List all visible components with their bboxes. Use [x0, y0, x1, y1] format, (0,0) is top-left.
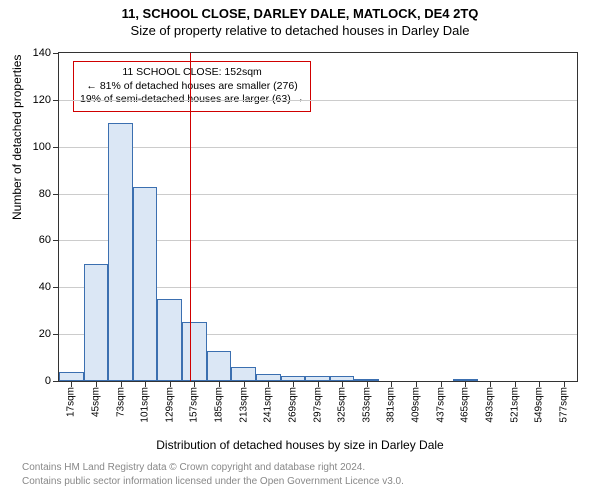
histogram-bar	[108, 123, 133, 381]
x-tick-label: 521sqm	[509, 387, 520, 423]
callout-line2: ← 81% of detached houses are smaller (27…	[80, 80, 304, 94]
chart-title: 11, SCHOOL CLOSE, DARLEY DALE, MATLOCK, …	[0, 0, 600, 21]
y-tick-label: 60	[39, 234, 51, 246]
y-tick	[53, 334, 59, 335]
y-tick-label: 20	[39, 328, 51, 340]
y-tick	[53, 194, 59, 195]
histogram-bar	[133, 187, 158, 381]
gridline	[59, 147, 577, 148]
x-axis-label: Distribution of detached houses by size …	[0, 438, 600, 452]
y-tick-label: 100	[33, 141, 51, 153]
x-tick-label: 437sqm	[435, 387, 446, 423]
y-tick	[53, 240, 59, 241]
x-tick-label: 465sqm	[460, 387, 471, 423]
x-tick-label: 45sqm	[90, 387, 101, 417]
y-tick-label: 0	[45, 375, 51, 387]
chart-subtitle: Size of property relative to detached ho…	[0, 21, 600, 38]
y-axis-label: Number of detached properties	[10, 55, 24, 220]
y-tick-label: 120	[33, 94, 51, 106]
x-tick-label: 409sqm	[411, 387, 422, 423]
y-tick	[53, 100, 59, 101]
histogram-bar	[59, 372, 84, 381]
marker-line	[190, 53, 191, 381]
callout-line1: 11 SCHOOL CLOSE: 152sqm	[80, 66, 304, 80]
x-tick-label: 325sqm	[337, 387, 348, 423]
histogram-bar	[207, 351, 232, 381]
plot-area: 11 SCHOOL CLOSE: 152sqm ← 81% of detache…	[58, 52, 578, 382]
x-tick-label: 185sqm	[214, 387, 225, 423]
x-tick-label: 577sqm	[558, 387, 569, 423]
x-tick-label: 101sqm	[140, 387, 151, 423]
callout-box: 11 SCHOOL CLOSE: 152sqm ← 81% of detache…	[73, 61, 311, 112]
x-tick-label: 381sqm	[386, 387, 397, 423]
y-tick	[53, 381, 59, 382]
x-tick-label: 297sqm	[312, 387, 323, 423]
x-tick-label: 549sqm	[534, 387, 545, 423]
histogram-bar	[182, 322, 207, 381]
x-tick-label: 129sqm	[164, 387, 175, 423]
chart-container: 11, SCHOOL CLOSE, DARLEY DALE, MATLOCK, …	[0, 0, 600, 500]
histogram-bar	[256, 374, 281, 381]
y-tick	[53, 53, 59, 54]
x-tick-label: 17sqm	[66, 387, 77, 417]
x-tick-label: 157sqm	[189, 387, 200, 423]
footer-copyright: Contains HM Land Registry data © Crown c…	[22, 462, 365, 473]
gridline	[59, 100, 577, 101]
y-tick	[53, 287, 59, 288]
x-tick-label: 493sqm	[484, 387, 495, 423]
histogram-bar	[157, 299, 182, 381]
x-tick-label: 269sqm	[287, 387, 298, 423]
footer-licence: Contains public sector information licen…	[22, 476, 404, 487]
y-tick-label: 40	[39, 281, 51, 293]
histogram-bar	[84, 264, 109, 381]
x-tick-label: 353sqm	[361, 387, 372, 423]
x-tick-label: 213sqm	[238, 387, 249, 423]
y-tick-label: 80	[39, 188, 51, 200]
y-tick	[53, 147, 59, 148]
x-tick-label: 73sqm	[115, 387, 126, 417]
x-tick-label: 241sqm	[263, 387, 274, 423]
histogram-bar	[231, 367, 256, 381]
y-tick-label: 140	[33, 47, 51, 59]
